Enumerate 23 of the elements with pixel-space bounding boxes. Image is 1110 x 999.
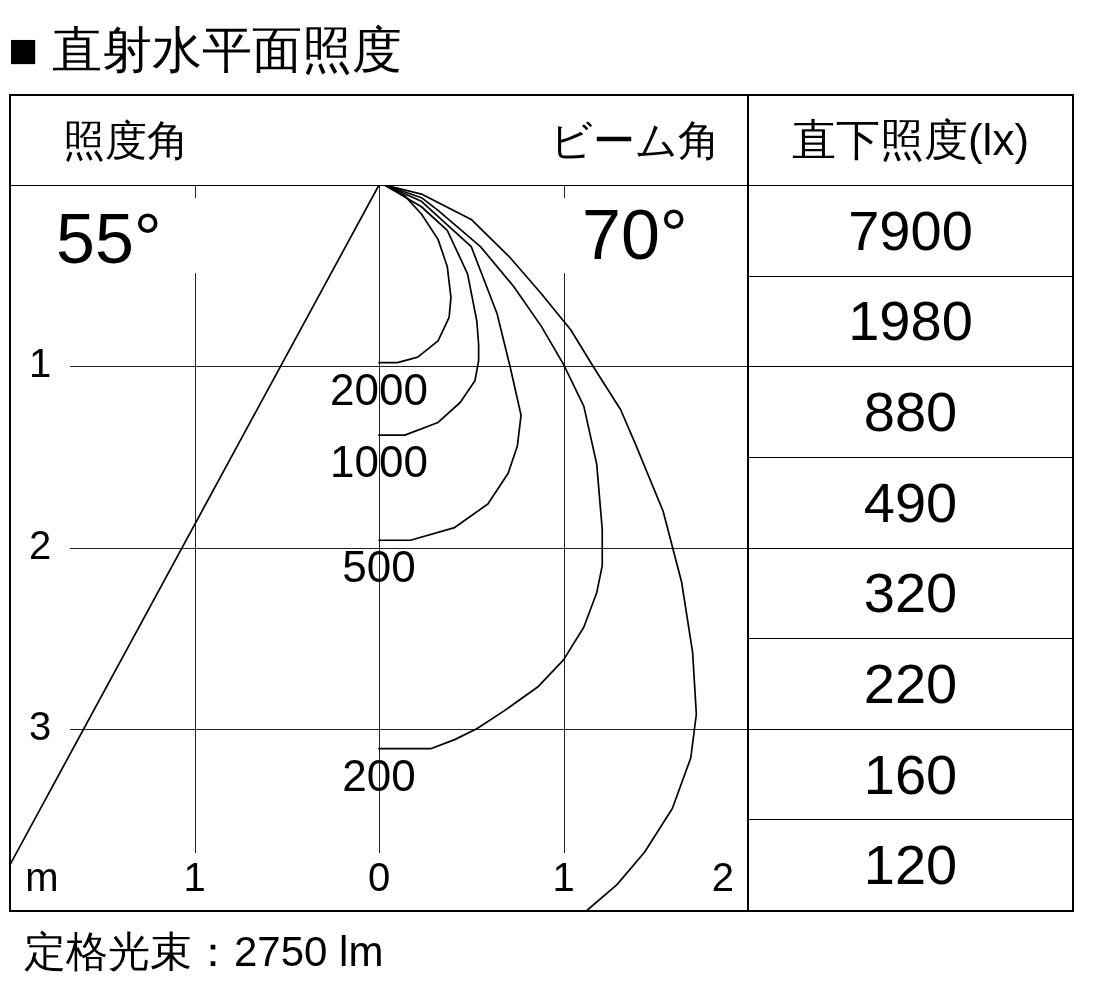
text: 880 <box>862 379 959 446</box>
text: 7900 <box>847 197 974 264</box>
y-tick-label: 1 <box>28 341 52 386</box>
text: 1980 <box>847 288 974 355</box>
text: 120 <box>862 832 959 899</box>
y-tick-label: 2 <box>28 522 52 567</box>
x-tick-label: 1 <box>552 855 575 900</box>
text: 160 <box>862 741 959 808</box>
annotation: 70° <box>582 196 688 274</box>
text: 照度角 <box>63 117 189 164</box>
x-tick-label: 0 <box>367 855 391 900</box>
y-tick-label: 3 <box>28 703 52 748</box>
text: 220 <box>862 650 959 717</box>
text: 320 <box>862 560 959 627</box>
text: 直下照度(lx) <box>790 113 1031 166</box>
text: 定格光束：2750 lm <box>24 928 384 976</box>
chart-title: ■ 直射水平面照度 <box>8 21 403 80</box>
x-tick-label: 2 <box>711 855 734 900</box>
annotation: 55° <box>56 200 162 278</box>
text: 490 <box>862 469 959 536</box>
text: ビーム角 <box>550 117 720 164</box>
x-axis-title: m <box>25 855 59 900</box>
x-tick-label: 1 <box>183 855 206 900</box>
